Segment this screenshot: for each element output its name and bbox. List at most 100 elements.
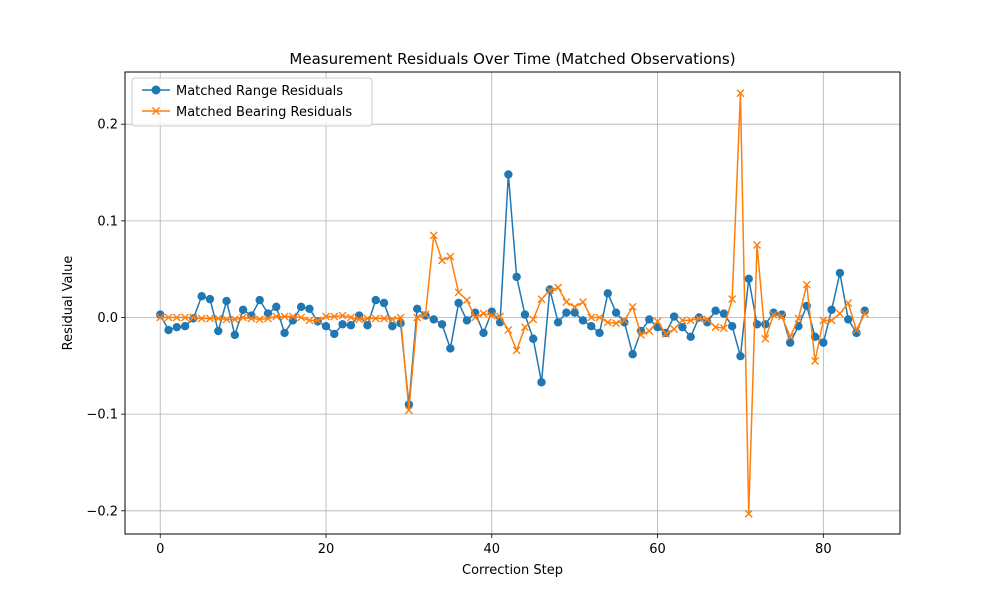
data-point: [396, 313, 405, 322]
legend-range-marker: [151, 85, 161, 95]
data-point: [272, 302, 281, 312]
data-point: [620, 318, 629, 327]
data-point: [736, 89, 745, 98]
data-point: [438, 256, 447, 265]
data-point: [479, 328, 488, 338]
data-point: [786, 332, 795, 341]
data-point: [263, 314, 272, 323]
data-point: [330, 329, 339, 339]
data-point: [305, 316, 314, 325]
data-point: [860, 309, 869, 318]
data-point: [263, 309, 273, 318]
series-line: [159, 173, 866, 406]
legend-bearing-marker: [151, 106, 161, 116]
data-point: [496, 312, 505, 321]
data-point: [744, 509, 753, 518]
data-point: [180, 321, 190, 331]
data-point: [703, 315, 712, 324]
data-point: [172, 322, 182, 332]
data-point: [446, 252, 455, 261]
data-point: [811, 356, 820, 365]
data-point: [297, 313, 306, 322]
data-point: [164, 325, 173, 335]
ticks: 0 20 40 60 80 −0.2 −0.1 0.0 0.1 0.2: [86, 118, 831, 557]
series-1: [156, 89, 869, 518]
series-layer: [156, 89, 869, 518]
data-point: [205, 294, 215, 304]
data-point: [529, 334, 538, 343]
legend-entry-range: Matched Range Residuals: [142, 84, 343, 99]
data-point: [288, 312, 297, 321]
data-point: [603, 318, 612, 327]
data-point: [512, 272, 521, 282]
data-point: [595, 328, 604, 338]
data-point: [703, 318, 712, 327]
data-point: [661, 329, 670, 338]
chart-title: Measurement Residuals Over Time (Matched…: [289, 50, 735, 68]
data-point: [321, 321, 331, 331]
data-point: [620, 316, 629, 325]
data-point: [570, 302, 579, 311]
y-tick-label: −0.1: [86, 408, 118, 423]
data-point: [636, 330, 645, 339]
data-point: [711, 323, 720, 332]
data-point: [197, 314, 206, 323]
data-point: [346, 313, 355, 322]
data-point: [214, 314, 223, 323]
data-point: [280, 312, 289, 321]
data-point: [181, 313, 190, 322]
data-point: [189, 313, 198, 322]
data-point: [678, 322, 687, 332]
data-point: [562, 308, 571, 317]
x-tick-label: 80: [815, 542, 832, 557]
data-point: [852, 326, 861, 335]
data-point: [835, 268, 845, 278]
series-line: [160, 92, 866, 515]
x-tick-label: 0: [156, 542, 164, 557]
legend-entry-bearing: Matched Bearing Residuals: [142, 105, 352, 120]
legend-box: [131, 77, 373, 127]
data-point: [553, 318, 563, 327]
data-point: [711, 306, 720, 315]
data-point: [695, 314, 703, 323]
data-point: [255, 295, 264, 305]
data-point: [471, 313, 480, 322]
data-point: [454, 288, 463, 297]
y-tick-label: 0.0: [97, 311, 118, 326]
data-point: [413, 313, 422, 322]
data-point: [255, 315, 264, 324]
data-point: [670, 325, 679, 334]
data-point: [728, 295, 737, 304]
data-point: [296, 302, 306, 312]
data-point: [628, 350, 637, 359]
data-point: [429, 231, 438, 240]
data-point: [371, 295, 380, 305]
data-point: [827, 316, 836, 325]
data-point: [230, 330, 240, 340]
data-point: [529, 315, 538, 324]
data-point: [537, 295, 546, 304]
data-point: [653, 317, 662, 326]
y-axis-label: Residual Value: [61, 256, 76, 351]
data-point: [363, 321, 372, 330]
plot-frame: [124, 71, 901, 535]
data-point: [379, 298, 389, 308]
data-point: [645, 315, 654, 324]
data-point: [380, 314, 389, 323]
data-point: [388, 321, 397, 331]
data-point: [197, 292, 206, 301]
data-point: [727, 321, 737, 331]
data-point: [570, 308, 579, 317]
data-point: [819, 338, 828, 347]
data-point: [578, 316, 588, 325]
data-point: [172, 313, 181, 322]
data-point: [504, 326, 513, 335]
data-point: [562, 298, 571, 307]
data-point: [247, 314, 256, 323]
legend-bearing-label: Matched Bearing Residuals: [176, 105, 352, 120]
data-point: [479, 309, 488, 318]
x-tick-label: 40: [484, 542, 501, 557]
data-point: [554, 283, 563, 292]
data-point: [753, 241, 762, 250]
